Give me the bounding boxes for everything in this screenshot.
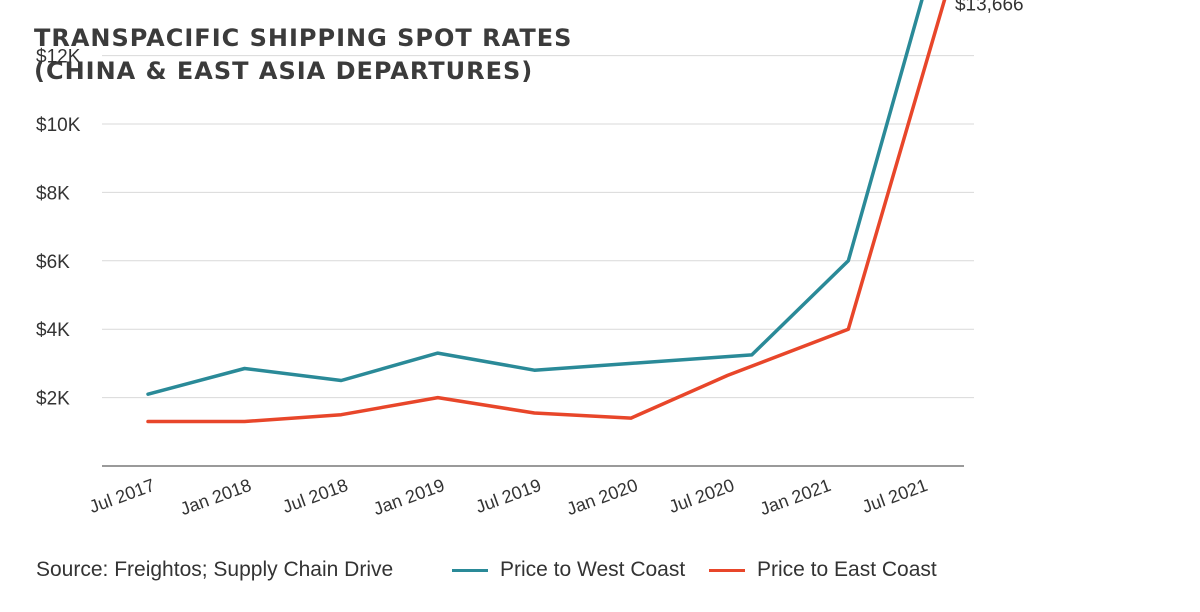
chart-title-line-2: (CHINA & EAST ASIA DEPARTURES) [34, 57, 534, 85]
chart-title: TRANSPACIFIC SHIPPING SPOT RATES (CHINA … [34, 22, 572, 88]
gridlines [102, 55, 974, 467]
legend-item-west-coast: Price to West Coast [452, 558, 685, 582]
y-tick-label: $12K [36, 47, 81, 68]
x-tick-label: Jan 2018 [178, 475, 254, 519]
y-tick-label: $6K [36, 252, 70, 273]
legend-swatch-west-coast [452, 568, 488, 572]
series-line-east-coast [146, 0, 947, 424]
series-end-labels: $16,008$13,666 [955, 0, 1024, 16]
x-tick-label: Jul 2019 [473, 475, 544, 517]
series-line-west-coast [146, 0, 924, 396]
x-tick-label: Jan 2019 [371, 475, 447, 519]
x-tick-label: Jan 2021 [757, 475, 833, 519]
source-note: Source: Freightos; Supply Chain Drive [36, 558, 394, 581]
legend-swatch-east-coast [709, 568, 745, 572]
x-tick-label: Jul 2018 [280, 475, 351, 517]
y-tick-label: $10K [36, 115, 81, 136]
x-tick-label: Jan 2020 [564, 475, 640, 519]
y-axis-tick-labels: $2K$4K$6K$8K$10K$12K$14K$16K$18K [36, 47, 81, 410]
y-tick-label: $4K [36, 320, 70, 341]
x-tick-label: Jul 2020 [666, 475, 737, 517]
legend-item-east-coast: Price to East Coast [709, 558, 937, 582]
y-tick-label: $2K [36, 389, 70, 410]
series-end-label: $13,666 [955, 0, 1024, 16]
x-tick-label: Jul 2021 [859, 475, 930, 517]
legend-label-west-coast: Price to West Coast [500, 558, 686, 581]
series-lines [146, 0, 947, 424]
y-tick-label: $8K [36, 183, 70, 204]
x-axis-tick-labels: Jul 2017 Jan 2018 Jul 2018 Jan 2019 Jul 2019… [87, 475, 931, 519]
legend-label-east-coast: Price to East Coast [757, 558, 937, 581]
x-tick-label: Jul 2017 [87, 475, 158, 517]
chart-title-line-1: TRANSPACIFIC SHIPPING SPOT RATES [34, 24, 573, 52]
